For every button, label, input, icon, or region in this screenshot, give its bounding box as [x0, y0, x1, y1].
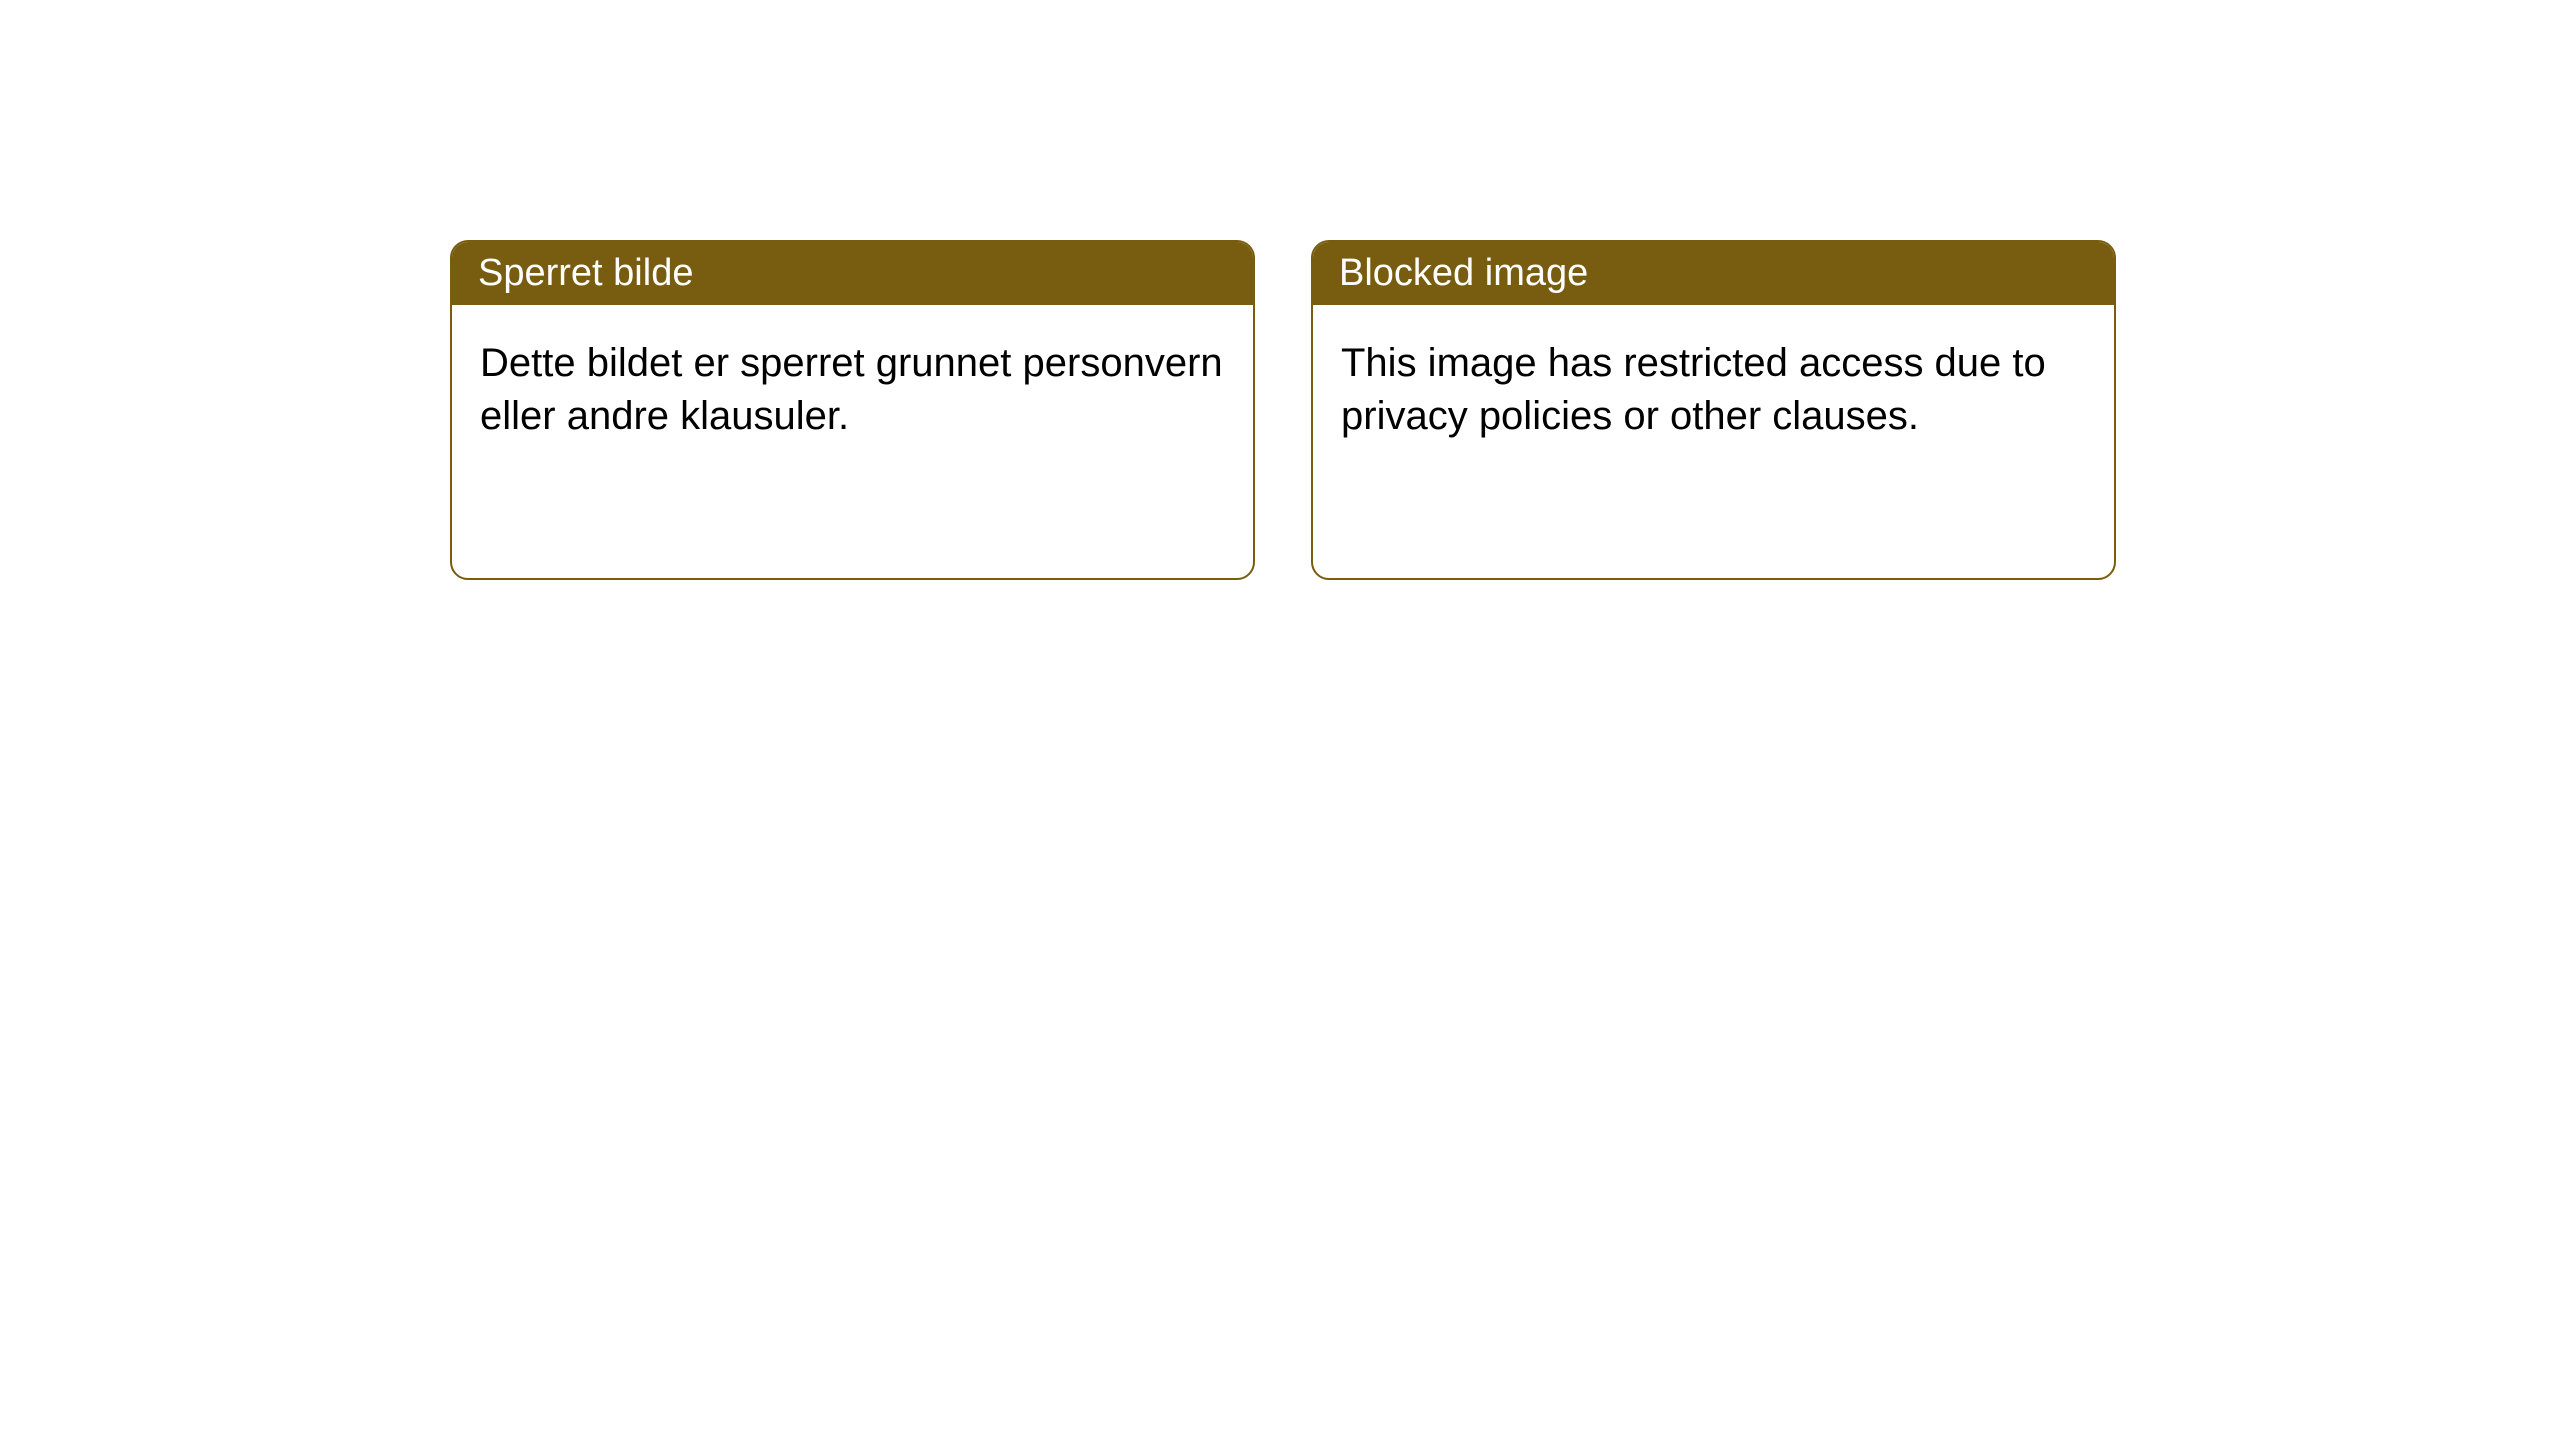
blocked-image-card-en: Blocked image This image has restricted …	[1311, 240, 2116, 580]
blocked-image-title-no: Sperret bilde	[452, 242, 1253, 305]
notice-container: Sperret bilde Dette bildet er sperret gr…	[0, 0, 2560, 580]
blocked-image-message-en: This image has restricted access due to …	[1313, 305, 2114, 475]
blocked-image-message-no: Dette bildet er sperret grunnet personve…	[452, 305, 1253, 475]
blocked-image-title-en: Blocked image	[1313, 242, 2114, 305]
blocked-image-card-no: Sperret bilde Dette bildet er sperret gr…	[450, 240, 1255, 580]
